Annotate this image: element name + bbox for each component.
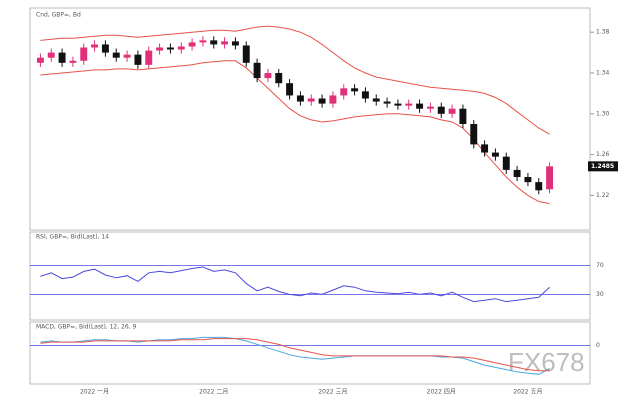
candle-body [199,40,207,43]
x-tick-label: 2022 四月 [427,389,456,396]
candle-body [231,41,239,46]
candle-body [264,73,272,79]
series-line [40,266,550,303]
candle-body [134,54,142,65]
candle-body [513,169,521,178]
candle-body [470,124,478,145]
macd-panel [29,321,591,385]
candle-body [210,40,218,45]
candle-body [524,177,532,183]
candle-body [437,106,445,114]
series-line [40,25,550,135]
candle-body [372,98,380,102]
y-tick-label: 70 [596,262,604,269]
price-tag-bg [588,161,618,172]
price-tag: 1.2485 [591,163,614,170]
y-tick-label: 1.34 [596,70,610,77]
price-panel [29,7,591,231]
candle-body [481,144,489,153]
candle-body [286,83,294,96]
candle-body [383,101,391,104]
candle-body [242,45,250,63]
candle-body [394,103,402,106]
candle-body [80,47,88,61]
candle-body [361,91,369,99]
candle-body [36,57,44,63]
y-tick-label: 30 [596,291,604,298]
candle-body [318,98,326,104]
candle-body [459,108,467,124]
candle-body [307,98,315,102]
candle-body [253,62,261,79]
candle-body [112,52,120,58]
candle-body [491,152,499,157]
y-tick-label: 1.26 [596,151,610,158]
y-tick-label: 1.38 [596,29,610,36]
x-tick-label: 2022 二月 [199,389,228,396]
candle-body [177,46,185,50]
candle-body [448,108,456,114]
rsi-title: RSI, GBP=, Bid(Last), 14 [36,234,109,241]
candle-body [91,44,99,48]
series-line [40,60,550,205]
candle-body [166,47,174,50]
macd-title: MACD, GBP=, Bid(Last), 12, 26, 9 [36,324,137,331]
series-line [40,336,550,375]
series-line [40,338,550,372]
x-tick-label: 2022 一月 [80,389,109,396]
candle-body [340,88,348,96]
y-tick-label: 1.22 [596,192,610,199]
candle-body [47,52,55,58]
price-title: Cnd, GBP=, Bd [36,12,81,19]
x-tick-label: 2022 五月 [513,389,542,396]
candle-body [416,103,424,109]
candle-body [123,54,131,58]
candle-body [101,44,109,53]
x-tick-label: 2022 三月 [318,389,347,396]
candle-body [275,73,283,84]
candle-body [351,88,359,92]
candle-body [426,106,434,109]
rsi-panel [29,231,591,321]
candle-body [405,103,413,106]
candle-body [502,156,510,170]
y-tick-label: 1.30 [596,110,610,117]
candle-body [296,95,304,102]
candle-body [58,52,66,63]
candle-body [156,47,164,51]
candle-body [188,42,196,47]
candle-body [546,166,554,190]
y-tick-label: 0 [596,342,600,349]
candle-body [145,50,153,65]
candle-body [535,182,543,191]
candle-body [221,41,229,45]
candle-body [329,95,337,104]
candle-body [69,60,77,63]
